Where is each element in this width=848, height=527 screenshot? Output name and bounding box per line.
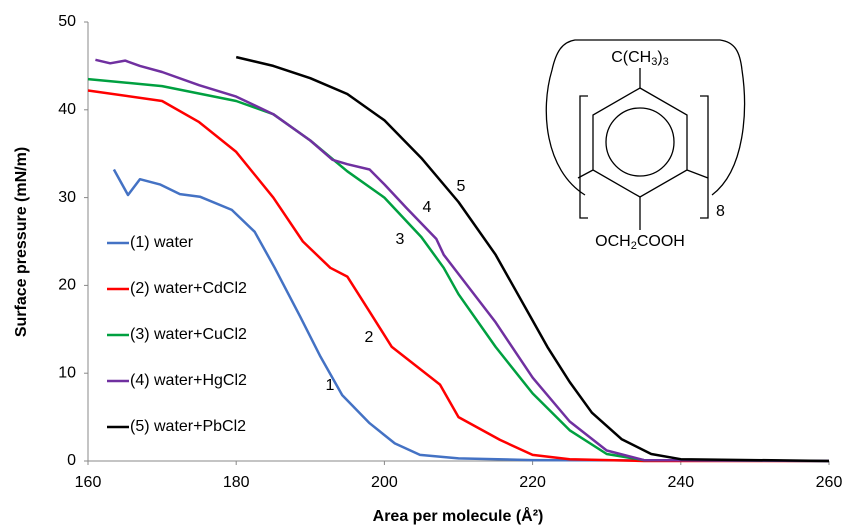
series-line xyxy=(87,89,829,463)
legend-label: (1) water xyxy=(130,234,194,251)
series-line xyxy=(87,77,830,463)
y-tick-label: 20 xyxy=(58,277,76,294)
curve-label: 5 xyxy=(457,178,466,195)
y-tick-label: 40 xyxy=(58,101,76,118)
structure-repeat: 8 xyxy=(716,203,725,220)
legend-label: (2) water+CdCl2 xyxy=(130,280,247,297)
y-tick-label: 0 xyxy=(67,452,76,469)
curve-label: 2 xyxy=(365,329,374,346)
series-line xyxy=(235,55,830,463)
structure xyxy=(545,39,746,230)
bracket xyxy=(579,95,588,219)
bond xyxy=(686,169,709,179)
y-tick-label: 50 xyxy=(58,13,76,30)
x-tick-label: 200 xyxy=(371,474,398,491)
structure-bottom: OCH2COOH xyxy=(595,233,685,252)
x-tick-label: 220 xyxy=(519,474,546,491)
curve-label: 4 xyxy=(423,199,432,216)
x-tick-label: 180 xyxy=(223,474,250,491)
y-tick-label: 10 xyxy=(58,364,76,381)
y-tick-label: 30 xyxy=(58,189,76,206)
series-line xyxy=(95,58,830,463)
outer-shape xyxy=(545,39,746,196)
bracket xyxy=(700,95,709,219)
x-tick-label: 240 xyxy=(667,474,694,491)
legend-label: (3) water+CuCl2 xyxy=(130,326,247,343)
curve-label: 3 xyxy=(396,231,405,248)
x-axis-title: Area per molecule (Å²) xyxy=(373,506,544,525)
benzene-ring xyxy=(592,87,688,198)
ring-circle xyxy=(605,107,675,177)
structure-top: C(CH3)3 xyxy=(611,49,669,68)
curve-label: 1 xyxy=(326,377,335,394)
legend-label: (4) water+HgCl2 xyxy=(130,372,247,389)
series-line xyxy=(112,168,830,463)
x-tick-label: 260 xyxy=(816,474,843,491)
y-axis-title: Surface pressure (mN/m) xyxy=(13,147,30,337)
legend-label: (5) water+PbCl2 xyxy=(130,418,246,435)
x-tick-label: 160 xyxy=(75,474,102,491)
